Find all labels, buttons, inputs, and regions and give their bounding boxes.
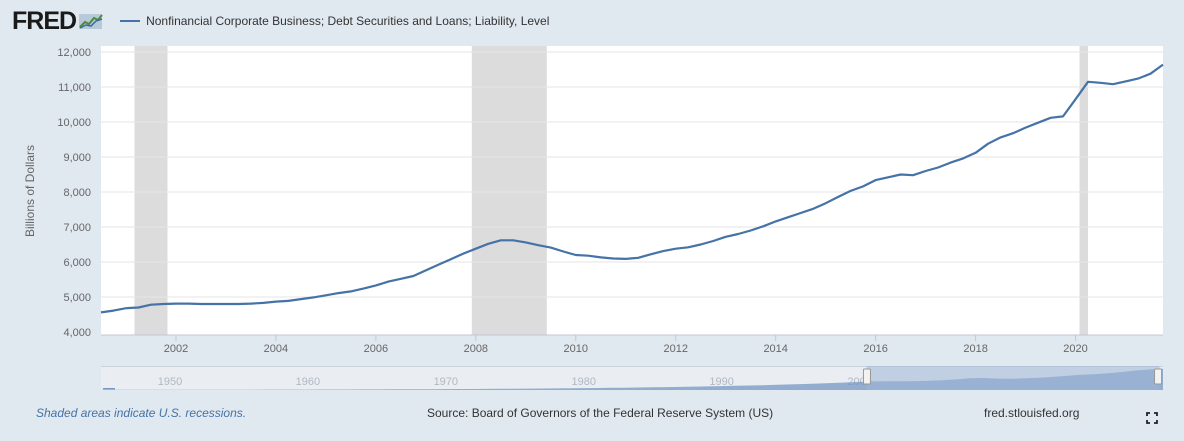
y-tick-label: 10,000 (57, 117, 91, 129)
gridlines-group (101, 51, 1163, 298)
range-navigator[interactable]: 195019601970198019902000 (101, 366, 1163, 390)
recession-shading-group (134, 46, 1089, 335)
navigator-left-handle[interactable] (862, 368, 871, 385)
navigator-right-handle[interactable] (1154, 368, 1163, 385)
navigator-year-label: 1970 (434, 376, 458, 388)
site-link[interactable]: fred.stlouisfed.org (984, 406, 1080, 420)
x-tick-label: 2014 (763, 343, 787, 355)
x-tick-label: 2016 (863, 343, 887, 355)
x-tick-label: 2008 (464, 343, 488, 355)
fred-chart-icon (79, 14, 103, 29)
fred-logo[interactable]: FRED (12, 6, 77, 35)
x-tick-label: 2004 (264, 343, 288, 355)
x-tick-label: 2018 (963, 343, 987, 355)
recession-band-2 (1079, 46, 1089, 335)
x-tick-label: 2012 (663, 343, 687, 355)
navigator-scroll-stub[interactable] (103, 388, 115, 390)
series-line-0[interactable] (100, 63, 1164, 314)
y-tick-label: 5,000 (63, 292, 91, 304)
y-tick-label: 7,000 (63, 222, 91, 234)
y-tick-label: 4,000 (63, 327, 91, 339)
recession-note: Shaded areas indicate U.S. recessions. (36, 406, 247, 420)
navigator-year-label: 1980 (571, 376, 595, 388)
navigator-selection[interactable] (866, 366, 1160, 390)
x-tick-label: 2010 (564, 343, 588, 355)
graph-header: FRED Nonfinancial Corporate Business; De… (12, 6, 549, 36)
legend-series-title: Nonfinancial Corporate Business; Debt Se… (146, 14, 550, 28)
source-credit: Source: Board of Governors of the Federa… (427, 406, 774, 420)
x-tick-label: 2002 (164, 343, 188, 355)
y-tick-label: 11,000 (58, 82, 91, 94)
navigator-year-label: 1960 (296, 376, 320, 388)
recession-band-1 (471, 46, 547, 335)
y-tick-label: 8,000 (63, 187, 91, 199)
y-tick-label: 9,000 (63, 152, 91, 164)
navigator-year-label: 1950 (158, 376, 182, 388)
series-group (100, 63, 1164, 314)
recession-band-0 (134, 46, 168, 335)
x-tick-label: 2020 (1063, 343, 1087, 355)
navigator-year-label: 1990 (709, 376, 733, 388)
y-tick-labels-group: 4,000 5,000 6,000 7,000 8,000 9,000 10,000 11,0… (57, 47, 91, 339)
y-tick-label: 6,000 (63, 257, 91, 269)
y-tick-label: 12,000 (57, 47, 91, 59)
legend-swatch (120, 20, 141, 22)
x-tick-label: 2006 (364, 343, 388, 355)
fullscreen-icon[interactable] (1146, 412, 1158, 424)
x-tick-labels-group: 2002 2004 2006 2008 2010 2012 2014 2016 2018 2020 (101, 334, 1163, 355)
plot-area (101, 46, 1163, 335)
navigator-top-border (101, 366, 1163, 367)
